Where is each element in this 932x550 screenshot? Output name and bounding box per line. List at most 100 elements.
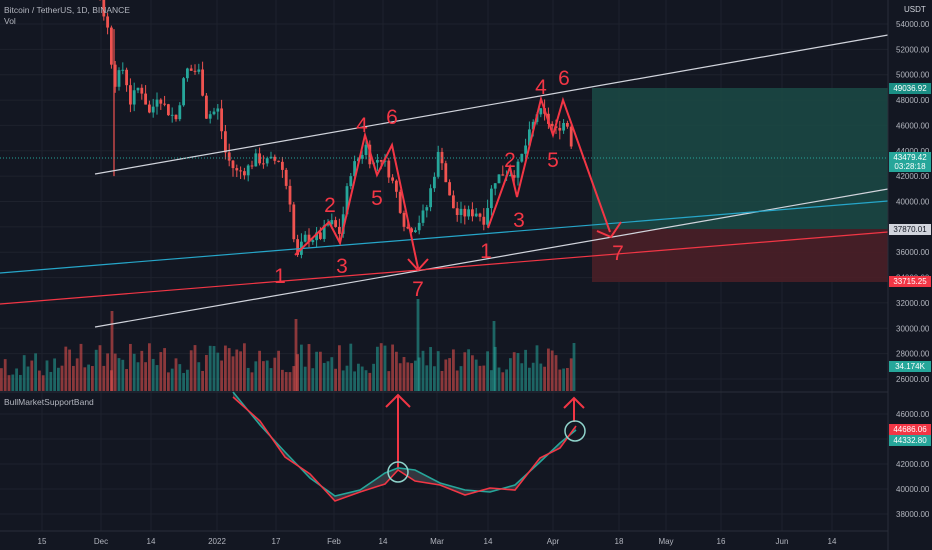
volume-bar xyxy=(57,367,60,391)
candle-body xyxy=(277,160,280,162)
volume-bar xyxy=(53,358,56,391)
volume-bar xyxy=(448,358,451,391)
candle-body xyxy=(353,161,356,177)
volume-bar xyxy=(163,348,166,391)
candle-body xyxy=(129,85,132,105)
volume-bar xyxy=(34,353,37,391)
candle-body xyxy=(406,226,410,229)
volume-bar xyxy=(0,368,3,391)
volume-bar xyxy=(345,365,349,391)
volume-bar xyxy=(414,360,417,391)
volume-bar xyxy=(315,351,318,391)
volume-bar xyxy=(281,369,284,391)
candle-body xyxy=(436,151,440,177)
candle-body xyxy=(288,185,292,205)
wave-label: 6 xyxy=(386,106,398,129)
volume-bar xyxy=(341,370,345,391)
candle-body xyxy=(569,126,573,147)
wave-label: 7 xyxy=(612,242,624,265)
time-tick: 14 xyxy=(379,537,388,546)
candle-body xyxy=(319,232,322,239)
volume-bar xyxy=(144,362,147,391)
volume-bar xyxy=(379,343,383,391)
volume-bar xyxy=(83,367,87,391)
candle-body xyxy=(193,70,197,72)
price-tick: 30000.00 xyxy=(896,324,930,333)
time-tick: 16 xyxy=(717,537,726,546)
symbol-title[interactable]: Bitcoin / TetherUS, 1D, BINANCE xyxy=(4,5,130,15)
volume-bar xyxy=(132,353,136,391)
candle-body xyxy=(144,93,147,105)
volume-bar xyxy=(11,374,15,391)
candle-body xyxy=(102,0,106,17)
loss-zone xyxy=(592,229,888,282)
indicator-value-label: 44332.80 xyxy=(893,436,927,445)
candle-body xyxy=(387,160,391,178)
candle-body xyxy=(148,104,151,113)
candle-body xyxy=(463,208,467,217)
candle-body xyxy=(364,144,368,155)
volume-bar xyxy=(353,371,356,391)
cyan-support-line xyxy=(0,200,889,274)
volume-bar xyxy=(49,371,53,391)
candle-body xyxy=(417,222,421,231)
candle-body xyxy=(410,228,413,233)
countdown-label: 03:28:18 xyxy=(894,162,926,171)
candle-body xyxy=(159,99,163,104)
candle-body xyxy=(539,108,543,115)
volume-bar xyxy=(360,366,364,391)
volume-bar xyxy=(193,345,197,391)
candle-body xyxy=(349,176,353,187)
volume-bar xyxy=(68,349,71,391)
volume-bar xyxy=(539,363,543,391)
volume-bar xyxy=(269,368,273,391)
volume-label[interactable]: Vol xyxy=(4,16,16,26)
volume-bar xyxy=(254,361,258,391)
candle-body xyxy=(486,208,489,225)
price-tick: 52000.00 xyxy=(896,45,930,54)
volume-bar xyxy=(501,372,505,391)
currency-label[interactable]: USDT xyxy=(904,5,926,14)
wave-label: 3 xyxy=(513,209,525,232)
volume-bar xyxy=(550,350,554,391)
time-tick: 14 xyxy=(147,537,156,546)
time-axis[interactable]: 15 Dec 14 2022 17 Feb 14 Mar 14 Apr 18 May 16 Jun 14 xyxy=(38,537,837,546)
candle-body xyxy=(292,204,296,240)
cross-circle-2 xyxy=(564,420,586,442)
time-tick: 15 xyxy=(38,537,47,546)
candle-body xyxy=(490,188,493,209)
volume-bar xyxy=(64,346,68,391)
candle-body xyxy=(262,163,265,165)
candle-body xyxy=(250,165,254,167)
volume-bar xyxy=(250,372,254,391)
volume-bar xyxy=(19,374,22,391)
volume-bar xyxy=(505,369,508,391)
volume-bar xyxy=(178,364,182,391)
candle-body xyxy=(550,123,554,127)
price-label-box xyxy=(889,83,931,94)
volume-bar xyxy=(357,363,360,391)
volume-bar xyxy=(136,362,140,391)
candle-body xyxy=(197,69,201,72)
arrow-head-1 xyxy=(407,258,429,272)
volume-bar xyxy=(258,350,261,391)
volume-bar xyxy=(129,343,132,391)
candle-body xyxy=(243,171,246,176)
candle-body xyxy=(566,122,569,127)
price-label-box xyxy=(889,276,931,287)
candle-body xyxy=(239,170,242,172)
volume-bar xyxy=(72,365,75,391)
volume-bar xyxy=(433,366,436,391)
candle-body xyxy=(501,174,505,176)
candle-body xyxy=(315,232,318,241)
candle-body xyxy=(311,240,315,243)
indicator-title[interactable]: BullMarketSupportBand xyxy=(4,397,94,407)
candle-body xyxy=(471,209,474,217)
volume-bar xyxy=(569,358,573,391)
candle-body xyxy=(379,159,383,162)
volume-bar xyxy=(558,369,562,391)
candle-body xyxy=(455,208,459,215)
volume-bar xyxy=(292,366,296,391)
